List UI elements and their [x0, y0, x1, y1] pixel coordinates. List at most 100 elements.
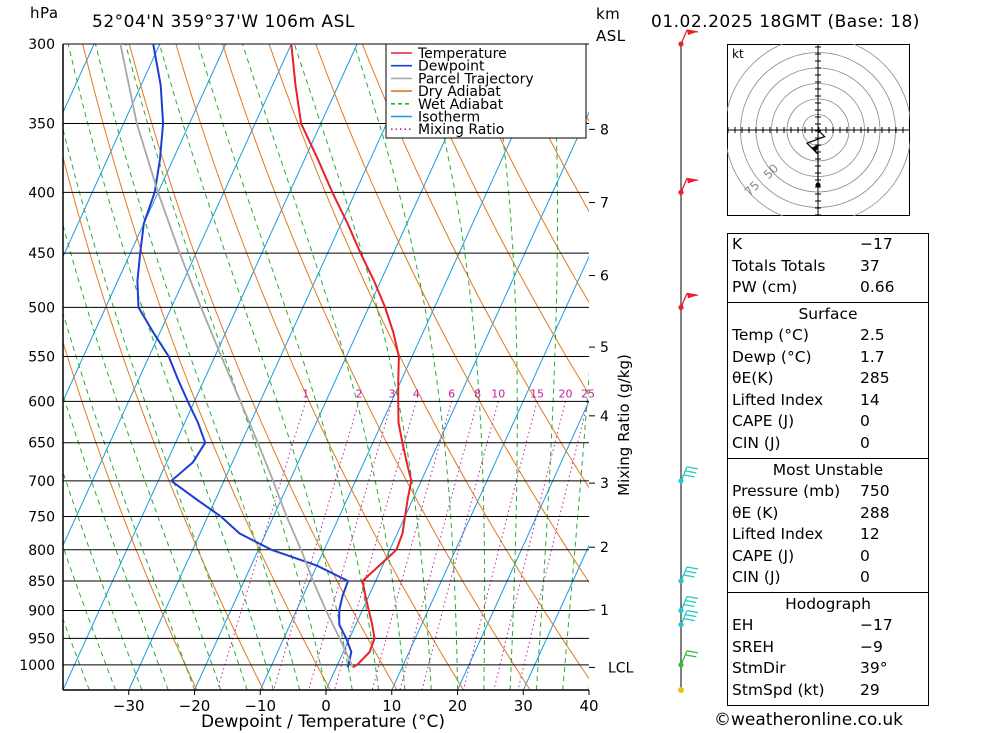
mu-label-thetae: θE (K)	[732, 503, 779, 522]
dry-adiabat-line	[408, 44, 589, 396]
dry-adiabat-line	[315, 44, 589, 584]
site-name: weatheronline.co.uk	[731, 710, 904, 730]
wind-barb-staff	[680, 566, 688, 582]
pressure-tick-label: 1000	[19, 658, 55, 674]
legend-label: Temperature	[417, 46, 507, 62]
hodo-value-sreh: −9	[860, 637, 883, 656]
isotherm-line	[63, 44, 227, 403]
site-credit[interactable]: ©weatheronline.co.uk	[714, 710, 903, 730]
mixing-ratio-line	[517, 401, 589, 690]
pressure-tick-label: 700	[28, 474, 55, 490]
wind-barb-pennant	[687, 293, 697, 299]
km-tick-label: LCL	[608, 660, 634, 676]
dry-adiabat-line	[63, 340, 198, 690]
wind-barb-flag	[686, 609, 699, 614]
wind-barb-staff	[680, 293, 688, 308]
hodo-value-eh: −17	[860, 616, 893, 634]
pressure-tick-label: 300	[28, 37, 55, 53]
hodo-label-stmspd: StmSpd (kt)	[732, 680, 825, 699]
wind-barb	[680, 177, 699, 193]
wind-barb-flag	[686, 650, 699, 654]
pressure-tick-label: 550	[28, 350, 55, 366]
wind-barb-flag	[683, 574, 695, 578]
surface-value-cin: 0	[860, 433, 870, 452]
pressure-tick-label: 350	[28, 116, 55, 132]
height-unit-asl: ASL	[596, 27, 626, 45]
pressure-tick-label: 800	[28, 543, 55, 559]
mixing-ratio-tick-label: 20	[559, 387, 573, 400]
wind-barb-staff	[680, 178, 688, 193]
wind-barb	[680, 609, 699, 625]
surface-label-temp: Temp (°C)	[732, 326, 809, 344]
mu-value-pressure: 750	[860, 482, 890, 500]
surface-value-li: 14	[860, 390, 880, 409]
mixing-ratio-tick-label: 8	[474, 387, 481, 400]
wind-barb-staff	[680, 596, 688, 611]
surface-label-thetae: θE(K)	[732, 369, 774, 387]
dry-adiabat-line	[268, 44, 589, 680]
pressure-tick-label: 500	[28, 300, 55, 316]
wind-barb-staff	[680, 29, 688, 45]
hodograph-surface-point	[815, 182, 821, 188]
wind-barb-flag	[683, 603, 695, 608]
wet-adiabat-line	[63, 311, 195, 690]
wind-barb-flag	[685, 470, 697, 474]
mixing-ratio-line	[421, 401, 499, 690]
dewpoint-line	[136, 44, 353, 668]
surface-title: Surface	[798, 305, 858, 323]
wind-barb-flag	[683, 474, 695, 478]
index-label-k: K	[732, 235, 743, 253]
wind-barb-flag	[686, 292, 699, 297]
pressure-tick-label: 850	[28, 574, 55, 590]
dry-adiabat-line	[128, 44, 398, 690]
wet-adiabat-line	[63, 545, 117, 690]
mu-value-li: 12	[860, 525, 880, 543]
most-unstable-box: Most Unstable Pressure (mb) 750 θE (K) 288…	[727, 458, 929, 593]
isotherm-line	[128, 44, 424, 690]
km-tick-label: 4	[600, 409, 609, 425]
wind-barb	[680, 466, 699, 482]
wet-adiabat-line	[197, 44, 380, 690]
surface-marker	[678, 687, 684, 693]
surface-label-cape: CAPE (J)	[732, 412, 795, 430]
index-value-k: −17	[860, 235, 893, 253]
km-tick-label: 6	[600, 269, 609, 285]
mixing-ratio-line	[308, 401, 393, 690]
mu-label-cin: CIN (J)	[732, 568, 781, 586]
wind-barb	[680, 566, 699, 582]
surface-label-dewp: Dewp (°C)	[732, 347, 812, 366]
mu-value-thetae: 288	[860, 503, 890, 522]
height-unit-km: km	[596, 5, 621, 23]
mixing-ratio-tick-label: 4	[413, 387, 420, 400]
x-tick-label: 40	[579, 697, 598, 715]
x-tick-label: −10	[244, 697, 276, 715]
hodo-value-stmdir: 39°	[860, 659, 888, 677]
wind-barb-flag	[685, 613, 697, 618]
mixing-ratio-line	[334, 401, 417, 690]
legend-label: Isotherm	[418, 110, 480, 126]
temperature-line	[290, 44, 413, 669]
surface-label-li: Lifted Index	[732, 390, 824, 409]
mixing-ratio-line	[463, 401, 538, 690]
copyright-icon: ©	[714, 710, 731, 730]
wind-barb-flag	[685, 599, 697, 604]
index-label-totals: Totals Totals	[732, 256, 826, 275]
pressure-tick-label: 950	[28, 631, 55, 647]
hodo-label-eh: EH	[732, 616, 754, 634]
km-tick-label: 3	[600, 476, 609, 492]
mixing-ratio-tick-label: 25	[581, 387, 595, 400]
most-unstable-title: Most Unstable	[772, 461, 884, 479]
pressure-unit-label: hPa	[30, 4, 59, 22]
surface-value-dewp: 1.7	[860, 347, 885, 366]
x-axis-title: Dewpoint / Temperature (°C)	[201, 712, 445, 732]
km-tick-label: 5	[600, 340, 609, 356]
wind-barb-staff	[680, 466, 688, 482]
hodograph-unit-label: kt	[732, 47, 744, 61]
hodograph-stats-title: Hodograph	[785, 595, 871, 613]
mixing-ratio-line	[273, 401, 360, 690]
mixing-ratio-tick-label: 2	[356, 387, 363, 400]
pressure-tick-label: 750	[28, 509, 55, 525]
legend-label: Parcel Trajectory	[418, 71, 534, 87]
